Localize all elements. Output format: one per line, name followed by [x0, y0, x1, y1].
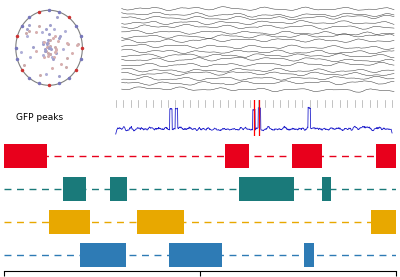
Bar — [292, 144, 322, 168]
Bar — [169, 243, 222, 267]
Bar — [80, 243, 126, 267]
Bar — [304, 243, 314, 267]
Bar — [226, 144, 249, 168]
Text: GFP peaks: GFP peaks — [16, 113, 63, 122]
Bar — [376, 144, 396, 168]
Bar — [49, 210, 90, 234]
Bar — [370, 210, 396, 234]
Bar — [110, 177, 128, 201]
Bar — [322, 177, 331, 201]
Bar — [137, 210, 184, 234]
Bar — [239, 177, 294, 201]
Bar — [63, 177, 86, 201]
Bar — [4, 144, 47, 168]
